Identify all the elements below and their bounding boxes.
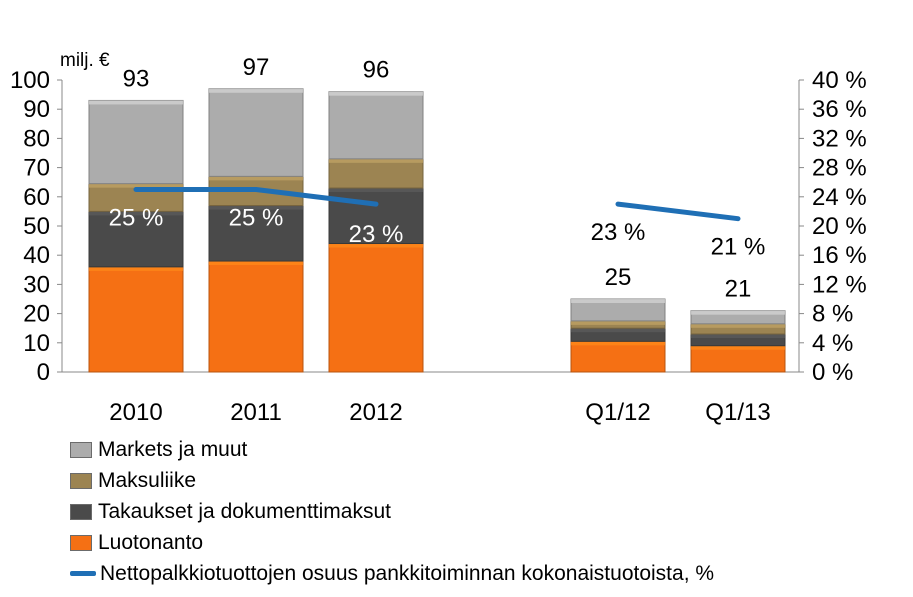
share-data-label: 25 % bbox=[229, 205, 284, 232]
bar-total-label: 93 bbox=[123, 65, 150, 92]
x-tick-label: Q1/12 bbox=[585, 399, 650, 426]
legend: Markets ja muut Maksuliike Takaukset ja do… bbox=[70, 434, 714, 589]
bar-segment-highlight bbox=[571, 299, 665, 303]
legend-item: Nettopalkkiotuottojen osuus pankkitoimin… bbox=[70, 558, 714, 589]
legend-swatch bbox=[70, 441, 92, 458]
bar-total-label: 97 bbox=[243, 54, 270, 81]
legend-item: Maksuliike bbox=[70, 465, 714, 496]
y-right-tick-label: 12 % bbox=[812, 271, 867, 298]
y-left-tick-label: 60 bbox=[23, 184, 50, 211]
y-left-tick-label: 40 bbox=[23, 242, 50, 269]
y-right-tick-label: 24 % bbox=[812, 184, 867, 211]
y-right-tick-label: 8 % bbox=[812, 301, 853, 328]
bar-segment-highlight bbox=[691, 334, 785, 339]
bar-segment bbox=[328, 158, 424, 189]
share-data-label: 21 % bbox=[711, 234, 766, 261]
bar-segment-highlight bbox=[571, 341, 665, 346]
bar-segment bbox=[208, 260, 304, 373]
bar-segment-highlight bbox=[329, 188, 423, 193]
legend-swatch bbox=[70, 503, 92, 520]
bar-segment-highlight bbox=[691, 323, 785, 328]
x-tick-label: 2010 bbox=[109, 399, 162, 426]
bar-segment-highlight bbox=[329, 91, 423, 96]
y-left-tick-label: 70 bbox=[23, 155, 50, 182]
bar-segment-highlight bbox=[329, 243, 423, 248]
x-tick-label: 2011 bbox=[230, 399, 282, 426]
bar-segment bbox=[88, 99, 184, 185]
legend-label: Takaukset ja dokumenttimaksut bbox=[98, 499, 391, 523]
bar-total-label: 21 bbox=[725, 276, 752, 303]
bar-segment-highlight bbox=[89, 183, 183, 188]
share-line-segment bbox=[133, 187, 379, 207]
x-tick-label: 2012 bbox=[349, 399, 402, 426]
y-right-tick-label: 36 % bbox=[812, 96, 867, 123]
y-left-tick-label: 80 bbox=[23, 125, 50, 152]
legend-label: Luotonanto bbox=[98, 530, 204, 554]
legend-label: Maksuliike bbox=[98, 468, 197, 492]
bar-segment bbox=[328, 243, 424, 373]
legend-swatch bbox=[70, 534, 92, 551]
y-right-tick-label: 0 % bbox=[812, 359, 853, 386]
share-data-label: 25 % bbox=[109, 205, 164, 232]
legend-swatch bbox=[70, 472, 92, 489]
bar-segment bbox=[88, 266, 184, 373]
bar-segment bbox=[208, 88, 304, 177]
bar-segment-highlight bbox=[209, 176, 303, 181]
bars-layer bbox=[88, 88, 786, 373]
bar-segment-highlight bbox=[89, 100, 183, 105]
bar-total-label: 96 bbox=[363, 57, 390, 84]
y-right-tick-label: 40 % bbox=[812, 67, 867, 94]
legend-item: Takaukset ja dokumenttimaksut bbox=[70, 496, 714, 527]
y-right-tick-label: 32 % bbox=[812, 125, 867, 152]
bar-segment bbox=[88, 210, 184, 268]
bar-segment-highlight bbox=[89, 211, 183, 216]
legend-line-swatch bbox=[70, 571, 96, 576]
bar-segment bbox=[328, 91, 424, 160]
bar-segment-highlight bbox=[571, 320, 665, 325]
bar-segment-highlight bbox=[209, 261, 303, 266]
bar-segment bbox=[328, 187, 424, 245]
y-right-tick-label: 28 % bbox=[812, 155, 867, 182]
y-right-tick-label: 4 % bbox=[812, 330, 853, 357]
legend-label: Markets ja muut bbox=[98, 437, 248, 461]
bar-segment-highlight bbox=[209, 205, 303, 210]
bar-segment-highlight bbox=[691, 345, 785, 350]
bar-segment-highlight bbox=[209, 88, 303, 93]
y-left-tick-label: 100 bbox=[10, 67, 50, 94]
legend-item: Markets ja muut bbox=[70, 434, 714, 465]
labels-layer: 93 97 96 25 21 bbox=[123, 54, 752, 303]
y-left-tick-label: 90 bbox=[23, 96, 50, 123]
y-left-tick-label: 50 bbox=[23, 213, 50, 240]
share-line-segment bbox=[615, 201, 741, 222]
line-layer: 25 % 25 % 23 % 23 % 21 % bbox=[109, 187, 766, 261]
y-left-tick-label: 10 bbox=[23, 330, 50, 357]
y-right-tick-label: 16 % bbox=[812, 242, 867, 269]
share-data-label: 23 % bbox=[349, 221, 404, 248]
share-data-label: 23 % bbox=[591, 219, 646, 246]
y-left-tick-label: 30 bbox=[23, 271, 50, 298]
y-left-tick-label: 0 bbox=[37, 359, 50, 386]
bar-total-label: 25 bbox=[605, 264, 632, 291]
x-tick-label: Q1/13 bbox=[705, 399, 770, 426]
bar-segment bbox=[570, 340, 666, 373]
bar-segment-highlight bbox=[329, 158, 423, 163]
legend-label: Nettopalkkiotuottojen osuus pankkitoimin… bbox=[100, 561, 715, 585]
bar-segment-highlight bbox=[691, 310, 785, 315]
legend-item: Luotonanto bbox=[70, 527, 714, 558]
y-right-tick-label: 20 % bbox=[812, 213, 867, 240]
y-left-tick-label: 20 bbox=[23, 301, 50, 328]
bar-segment-highlight bbox=[571, 328, 665, 333]
unit-label: milj. € bbox=[60, 50, 110, 71]
bar-segment-highlight bbox=[89, 266, 183, 271]
